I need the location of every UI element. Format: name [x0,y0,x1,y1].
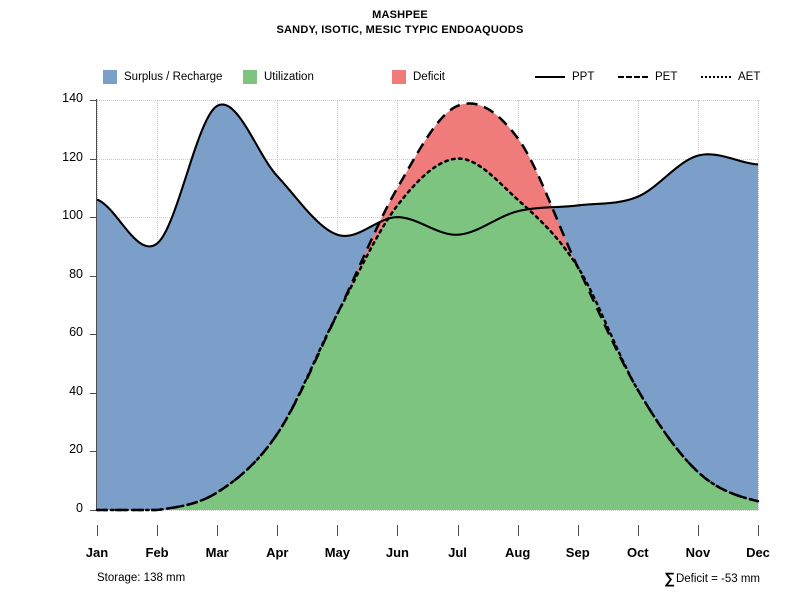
x-tickmark-mar [217,525,219,536]
y-tickmark-40 [90,392,96,394]
gridline-y-0 [97,510,758,511]
y-tick-label-140: 140 [62,91,83,105]
x-tick-label-feb: Feb [145,545,169,560]
storage-note: Storage: 138 mm [97,572,186,584]
x-tick-label-jul: Jul [448,545,467,560]
y-tickmark-80 [90,275,96,277]
y-tick-label-40: 40 [69,383,83,398]
y-tickmark-100 [90,217,96,219]
x-tick-label-jan: Jan [85,545,109,560]
legend-line-pet-icon [618,70,648,84]
legend-label-pet: PET [655,71,678,83]
series-lines [95,102,760,512]
sum-deficit-text: Deficit = -53 mm [675,573,760,585]
x-tickmark-aug [517,525,519,536]
x-tick-label-apr: Apr [266,545,289,560]
chart-title: MASHPEE SANDY, ISOTIC, MESIC TYPIC ENDOA… [0,8,800,38]
x-tickmark-jan [97,525,98,536]
legend-label-deficit: Deficit [413,71,445,83]
x-tickmark-sep [577,525,579,536]
y-tickmark-120 [90,158,96,160]
x-tick-label-aug: Aug [504,545,531,560]
chart-canvas [95,102,760,512]
x-tick-label-jun: Jun [385,545,410,560]
x-tickmark-feb [157,525,159,536]
series-line-ppt [96,103,759,248]
fill-utilization [159,158,759,510]
x-tickmark-apr [277,525,279,536]
legend-line-aet-icon [701,70,731,84]
y-tickmark-140 [90,100,96,101]
plot-area [95,99,760,512]
x-tickmark-jul [457,525,459,536]
y-tick-label-100: 100 [62,208,83,223]
x-tickmark-oct [637,525,639,536]
legend-item-deficit: Deficit [392,66,445,88]
legend-swatch-surplus-recharge [103,70,117,84]
legend-swatch-utilization [243,70,257,84]
y-tickmark-60 [90,334,96,336]
series-line-aet [95,157,760,512]
x-tick-label-dec: Dec [746,545,770,560]
x-tick-label-sep: Sep [565,545,590,560]
sum-deficit-note: ∑Deficit = -53 mm [664,570,760,587]
x-tick-label-nov: Nov [685,545,711,560]
y-tick-label-20: 20 [69,442,83,457]
fill-surplus-recharge-1 [97,104,387,510]
x-tick-label-oct: Oct [626,545,649,560]
gridline-y-140 [97,100,758,101]
chart-title-line-1: MASHPEE [372,9,428,21]
fill-surplus-recharge-2 [528,154,758,502]
sigma-icon: ∑ [664,570,675,587]
legend-swatch-deficit [392,70,406,84]
fill-areas [97,103,759,510]
y-tick-label-60: 60 [69,325,83,340]
x-tickmark-jun [397,525,399,536]
x-tickmark-dec [758,525,759,536]
y-tick-label-0: 0 [76,501,83,515]
chart-title-line-2: SANDY, ISOTIC, MESIC TYPIC ENDOAQUODS [276,24,524,36]
legend-item-utilization: Utilization [243,66,314,88]
y-tickmark-0 [90,510,96,511]
x-tickmark-nov [697,525,699,536]
legend-item-pet: PET [618,66,677,88]
x-tick-label-mar: Mar [205,545,229,560]
chart-legend: Surplus / Recharge Utilization Deficit P… [0,66,800,88]
legend-label-ppt: PPT [572,71,595,83]
legend-item-ppt: PPT [535,66,594,88]
gridline-x-dec [758,100,759,510]
y-tickmark-20 [90,451,96,453]
y-axis-line [96,99,97,511]
legend-label-utilization: Utilization [264,71,314,83]
legend-item-surplus-recharge: Surplus / Recharge [103,66,222,88]
y-tick-label-80: 80 [69,266,83,281]
legend-label-surplus-recharge: Surplus / Recharge [124,71,223,83]
x-tick-label-may: May [324,545,350,560]
legend-item-aet: AET [701,66,760,88]
fill-deficit [339,103,576,310]
legend-line-ppt-icon [535,70,565,84]
x-tickmark-may [337,525,339,536]
y-tick-label-120: 120 [62,149,83,164]
legend-label-aet: AET [738,71,761,83]
